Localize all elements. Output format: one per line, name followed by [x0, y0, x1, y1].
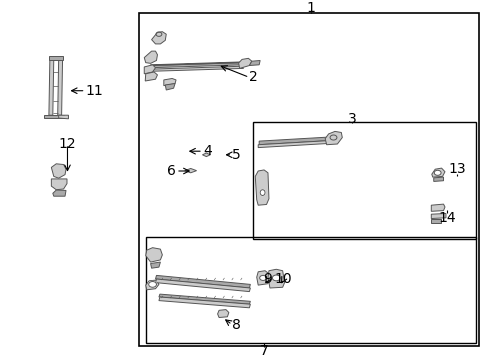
Polygon shape [58, 58, 62, 115]
Polygon shape [144, 65, 155, 74]
Polygon shape [217, 310, 228, 318]
Polygon shape [150, 63, 243, 68]
Polygon shape [433, 177, 443, 181]
Polygon shape [256, 271, 268, 285]
Bar [253, 122, 475, 239]
Bar [139, 13, 478, 346]
Polygon shape [431, 168, 444, 177]
Text: 13: 13 [447, 162, 465, 176]
Text: 4: 4 [203, 144, 211, 158]
Polygon shape [163, 78, 176, 86]
Text: 2: 2 [249, 71, 258, 84]
Polygon shape [49, 56, 62, 60]
Text: 10: 10 [274, 272, 292, 286]
Polygon shape [59, 115, 68, 119]
Circle shape [272, 275, 280, 281]
Polygon shape [202, 153, 210, 157]
Polygon shape [53, 190, 66, 196]
Polygon shape [49, 58, 54, 115]
Polygon shape [238, 58, 251, 68]
Polygon shape [267, 269, 284, 288]
Text: 6: 6 [167, 164, 176, 178]
Polygon shape [51, 164, 66, 178]
Polygon shape [150, 262, 160, 268]
Polygon shape [165, 84, 175, 90]
Circle shape [148, 282, 156, 287]
Polygon shape [430, 213, 445, 219]
Text: 11: 11 [85, 84, 103, 98]
Polygon shape [325, 131, 342, 145]
Polygon shape [430, 204, 444, 211]
Polygon shape [258, 140, 332, 148]
Text: 8: 8 [232, 318, 241, 332]
Circle shape [433, 170, 440, 175]
Text: 5: 5 [232, 148, 241, 162]
Polygon shape [150, 62, 242, 66]
Text: 1: 1 [305, 1, 314, 15]
Polygon shape [145, 280, 159, 290]
Polygon shape [249, 60, 260, 66]
Polygon shape [150, 66, 243, 71]
Polygon shape [145, 248, 162, 262]
Polygon shape [51, 179, 67, 190]
Polygon shape [145, 72, 157, 81]
Text: 3: 3 [347, 112, 356, 126]
Polygon shape [430, 219, 440, 223]
Text: 9: 9 [263, 272, 272, 286]
Text: 7: 7 [259, 344, 268, 358]
Polygon shape [144, 51, 157, 63]
Polygon shape [159, 297, 250, 308]
Circle shape [259, 275, 266, 280]
Polygon shape [155, 279, 250, 292]
Bar [145, 237, 475, 343]
Polygon shape [44, 115, 63, 118]
Polygon shape [259, 137, 333, 145]
Polygon shape [184, 168, 196, 173]
Text: 12: 12 [59, 137, 76, 151]
Polygon shape [151, 32, 166, 44]
Polygon shape [155, 275, 250, 288]
Polygon shape [255, 170, 268, 205]
Polygon shape [159, 294, 250, 304]
Text: 14: 14 [438, 211, 455, 225]
Ellipse shape [260, 190, 264, 195]
